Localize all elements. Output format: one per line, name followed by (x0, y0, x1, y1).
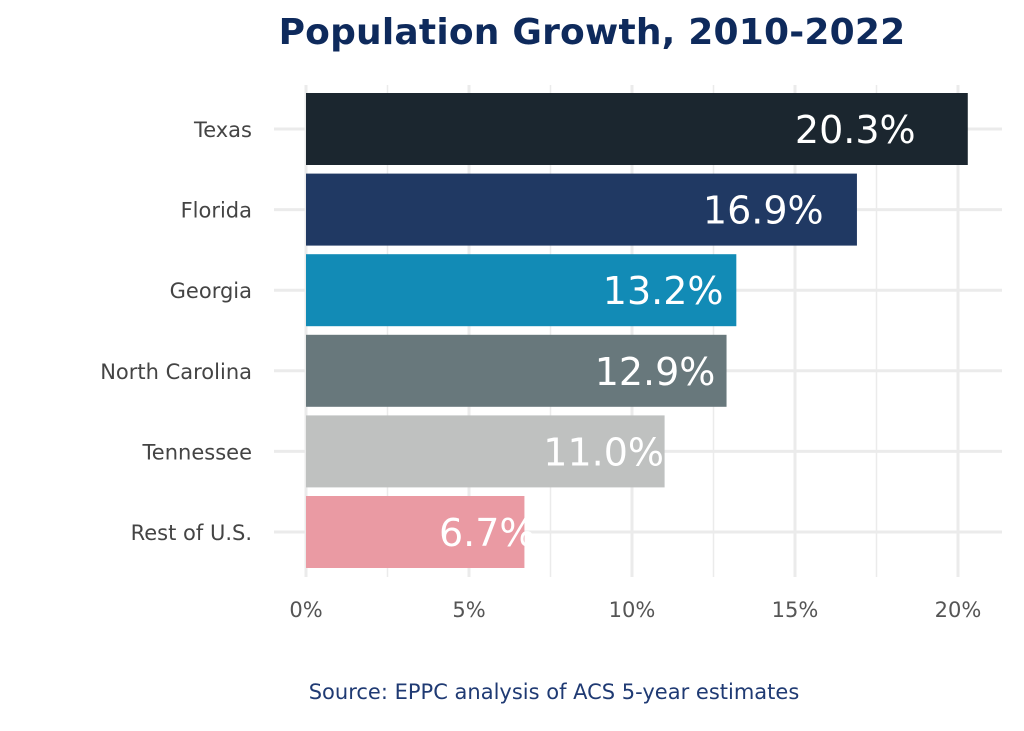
bar-florida (306, 173, 857, 246)
x-tick-label: 20% (935, 598, 982, 622)
category-label: Florida (181, 199, 252, 223)
chart-title: Population Growth, 2010-2022 (278, 12, 906, 53)
bar-value-label: 12.9% (595, 350, 716, 394)
bar-value-label: 13.2% (603, 269, 724, 313)
category-label: Texas (193, 118, 252, 142)
bar-value-label: 11.0% (543, 430, 664, 474)
bar-value-label: 6.7% (439, 511, 536, 555)
category-label: Tennessee (142, 440, 252, 464)
bar-tennessee (306, 415, 665, 488)
bar-chart: 20.3% Texas 16.9% Florida 13.2% Georgia 12.9% N… (100, 85, 1002, 622)
bar-value-label: 20.3% (795, 108, 916, 152)
x-tick-label: 5% (452, 598, 485, 622)
bar-texas (306, 93, 968, 165)
source-note: Source: EPPC analysis of ACS 5-year esti… (308, 680, 800, 704)
category-label: North Carolina (100, 360, 252, 384)
x-tick-label: 10% (609, 598, 656, 622)
category-label: Rest of U.S. (131, 521, 252, 545)
bar-rest-of-u-s (306, 496, 525, 568)
bar-value-label: 16.9% (703, 189, 824, 233)
category-label: Georgia (170, 279, 252, 303)
x-tick-label: 0% (289, 598, 322, 622)
x-tick-label: 15% (772, 598, 819, 622)
bar-georgia (306, 254, 737, 327)
bar-north-carolina (306, 334, 727, 407)
